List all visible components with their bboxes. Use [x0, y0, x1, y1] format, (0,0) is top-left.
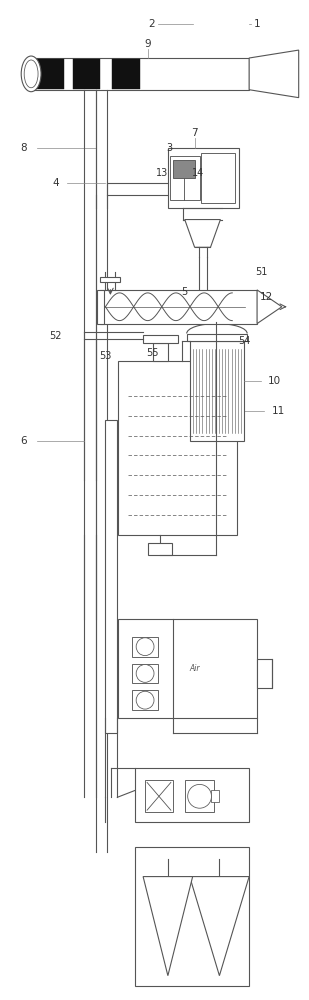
Text: 13: 13 — [156, 168, 168, 178]
Bar — [211, 790, 219, 802]
Ellipse shape — [21, 56, 41, 92]
Text: 53: 53 — [99, 351, 112, 361]
Bar — [135, 847, 249, 986]
Bar — [100, 277, 120, 282]
Circle shape — [136, 691, 154, 709]
Text: 14: 14 — [192, 168, 204, 178]
Text: 11: 11 — [272, 406, 286, 416]
Text: 12: 12 — [259, 292, 273, 302]
Text: 2: 2 — [149, 19, 155, 29]
Circle shape — [188, 784, 211, 808]
Text: 54: 54 — [238, 336, 250, 346]
Bar — [132, 664, 158, 683]
Bar — [145, 780, 173, 812]
Text: 8: 8 — [20, 143, 27, 153]
Bar — [132, 690, 158, 710]
Bar — [118, 361, 237, 535]
Bar — [257, 659, 272, 688]
Bar — [168, 148, 239, 208]
Bar — [100, 290, 257, 324]
Text: 4: 4 — [53, 178, 59, 188]
Bar — [185, 780, 214, 812]
Bar — [153, 343, 168, 361]
Text: 55: 55 — [146, 348, 158, 358]
Circle shape — [136, 638, 154, 656]
Text: 51: 51 — [255, 267, 267, 277]
Text: 1: 1 — [254, 19, 260, 29]
Bar — [173, 160, 195, 178]
Text: 3: 3 — [167, 143, 173, 153]
Text: 9: 9 — [145, 39, 151, 49]
Circle shape — [136, 665, 154, 682]
Bar — [143, 335, 178, 343]
Bar — [148, 543, 172, 555]
Bar — [170, 156, 200, 200]
Bar — [36, 59, 64, 89]
Text: 5: 5 — [182, 287, 188, 297]
Bar — [201, 153, 235, 203]
Bar — [190, 341, 244, 441]
Bar — [105, 420, 117, 733]
Polygon shape — [249, 50, 299, 98]
Bar — [118, 619, 257, 718]
Polygon shape — [185, 220, 220, 247]
Polygon shape — [190, 877, 249, 976]
Text: 7: 7 — [191, 128, 198, 138]
Bar — [135, 768, 249, 822]
Polygon shape — [257, 290, 282, 324]
Text: 6: 6 — [20, 436, 27, 446]
Text: 10: 10 — [267, 376, 281, 386]
Bar — [112, 59, 140, 89]
Bar — [31, 58, 249, 90]
Text: Air: Air — [189, 664, 200, 673]
Bar — [132, 637, 158, 657]
Bar — [96, 290, 104, 324]
Text: 52: 52 — [50, 331, 62, 341]
Bar — [73, 59, 100, 89]
Bar — [187, 334, 247, 341]
Polygon shape — [143, 877, 193, 976]
